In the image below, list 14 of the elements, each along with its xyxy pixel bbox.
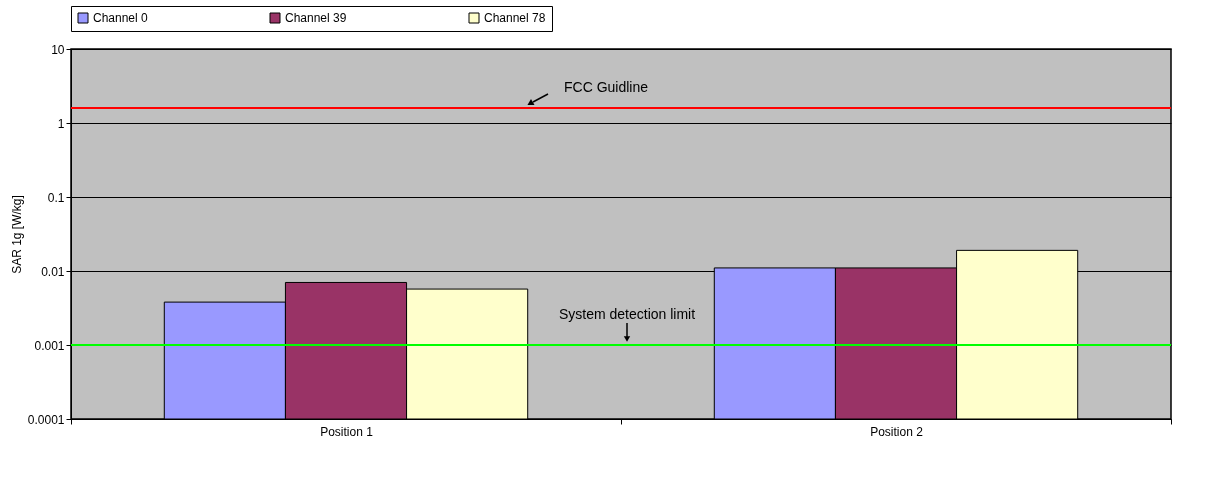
- y-tick-label: 0.0001: [27, 412, 65, 427]
- legend-label: Channel 0: [93, 11, 149, 25]
- y-tick-label: 10: [51, 42, 65, 57]
- ref-line-label: System detection limit: [558, 306, 696, 322]
- y-tick-label: 1: [57, 116, 65, 131]
- x-tick-label: Position 2: [870, 424, 924, 439]
- y-axis-title: SAR 1g [W/kg]: [9, 195, 24, 274]
- y-tick-label: 0.01: [41, 264, 65, 279]
- legend-label: Channel 78: [484, 11, 546, 25]
- legend-label: Channel 39: [285, 11, 347, 25]
- y-tick-label: 0.001: [34, 338, 65, 353]
- ref-line-label: FCC Guidline: [564, 78, 649, 95]
- y-tick-label: 0.1: [47, 190, 65, 205]
- x-tick-label: Position 1: [320, 424, 374, 439]
